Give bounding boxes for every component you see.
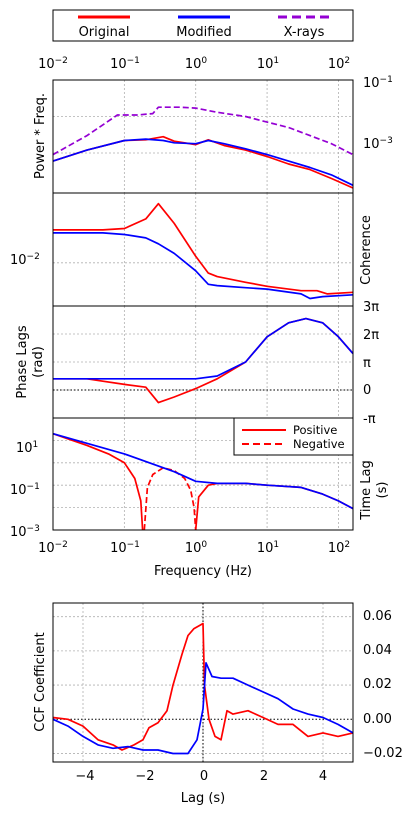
inner-legend-frame (233, 417, 354, 456)
bottom-freq-ticks: 10−2 10−1 100 101 102 (38, 540, 350, 556)
inner-legend-label-negative: Negative (293, 437, 345, 451)
panel-coherence (53, 193, 354, 306)
ccf-xtick-2: 2 (260, 769, 268, 784)
panel-power (52, 80, 354, 193)
time_lag-series-modified-3 (52, 432, 354, 510)
bottom-tick-1e2: 102 (328, 540, 350, 556)
timelag-ytick-1e-3: 10−3 (10, 524, 40, 540)
top-tick-1e2: 102 (328, 56, 350, 72)
phase-ylabel-2: (rad) (31, 346, 46, 378)
power-ytick-1e-3: 10−3 (363, 136, 393, 152)
timelag-ytick-1e1: 101 (16, 440, 38, 456)
phase-ytick-2pi: 2π (363, 328, 379, 343)
power-ytick-1e-1: 10−1 (363, 75, 393, 91)
top-tick-1e1: 101 (257, 56, 279, 72)
panel-time-lag (52, 418, 354, 531)
panel-phase-lags (53, 306, 354, 418)
bottom-tick-1e-1: 10−1 (110, 540, 140, 556)
inner-legend-label-positive: Positive (293, 423, 337, 437)
phase-ytick-pi: π (363, 356, 371, 371)
phase-ytick-0: 0 (363, 383, 371, 398)
legend-label-xrays: X-rays (284, 25, 325, 40)
power-ylabel: Power * Freq. (33, 93, 48, 179)
timelag-ytick-1e-1: 10−1 (10, 482, 40, 498)
legend-label-modified: Modified (176, 25, 231, 40)
legend-label-original: Original (79, 25, 130, 40)
ccf-ytick-neg-0.02: −0.02 (363, 746, 403, 761)
coherence-series-original-0 (53, 202, 354, 295)
coherence-ytick-1e-2: 10−2 (10, 252, 40, 268)
phase-ytick-neg-pi: -π (363, 412, 376, 427)
ccf-ytick-0.00: 0.00 (363, 712, 392, 727)
time_lag-series-original-2 (194, 482, 354, 531)
phase_lags-series-modified-1 (53, 317, 354, 380)
bottom-tick-1e0: 100 (185, 540, 208, 556)
lag-xlabel: Lag (s) (181, 791, 226, 806)
ccf-ytick-0.06: 0.06 (363, 609, 392, 624)
power-series-original-0 (52, 135, 354, 189)
time_lag-series-original-0 (52, 432, 144, 531)
timelag-ylabel-1: Time Lag (359, 460, 374, 520)
bottom-tick-1e-2: 10−2 (38, 540, 68, 556)
ccf-series-modified-1 (52, 661, 354, 755)
ccf-frame (52, 602, 354, 763)
ccf-xtick-4: 4 (319, 769, 327, 784)
top-tick-1e-2: 10−2 (38, 56, 68, 72)
coherence-ylabel: Coherence (359, 215, 374, 285)
bottom-tick-1e1: 101 (257, 540, 279, 556)
legend-frame (52, 9, 354, 42)
time_lag-series-original-1 (143, 466, 197, 531)
power-series-xrays-2 (52, 106, 354, 156)
top-tick-1e-1: 10−1 (110, 56, 140, 72)
coherence-series-modified-1 (53, 232, 354, 300)
ccf-ytick-0.04: 0.04 (363, 643, 392, 658)
ccf-ytick-0.02: 0.02 (363, 677, 392, 692)
ccf-series-original-0 (52, 622, 354, 751)
ccf-xtick-0: 0 (200, 769, 208, 784)
top-freq-ticks: 10−2 10−1 100 101 102 (38, 56, 350, 72)
ccf-xtick-neg2: −2 (135, 769, 154, 784)
panel-ccf (52, 603, 354, 762)
top-legend: Original Modified X-rays (52, 9, 354, 42)
phase-ylabel-1: Phase Lags (15, 325, 30, 398)
top-tick-1e0: 100 (185, 56, 208, 72)
phase-ytick-3pi: 3π (363, 300, 379, 315)
ccf-ylabel: CCF Coefficient (33, 632, 48, 731)
ccf-xtick-neg4: −4 (75, 769, 94, 784)
power-series-modified-1 (52, 138, 354, 187)
frequency-xlabel: Frequency (Hz) (154, 564, 252, 579)
timelag-ylabel-2: (s) (375, 482, 390, 499)
time-lag-legend: Positive Negative (233, 417, 354, 456)
stack-frame (52, 79, 354, 531)
